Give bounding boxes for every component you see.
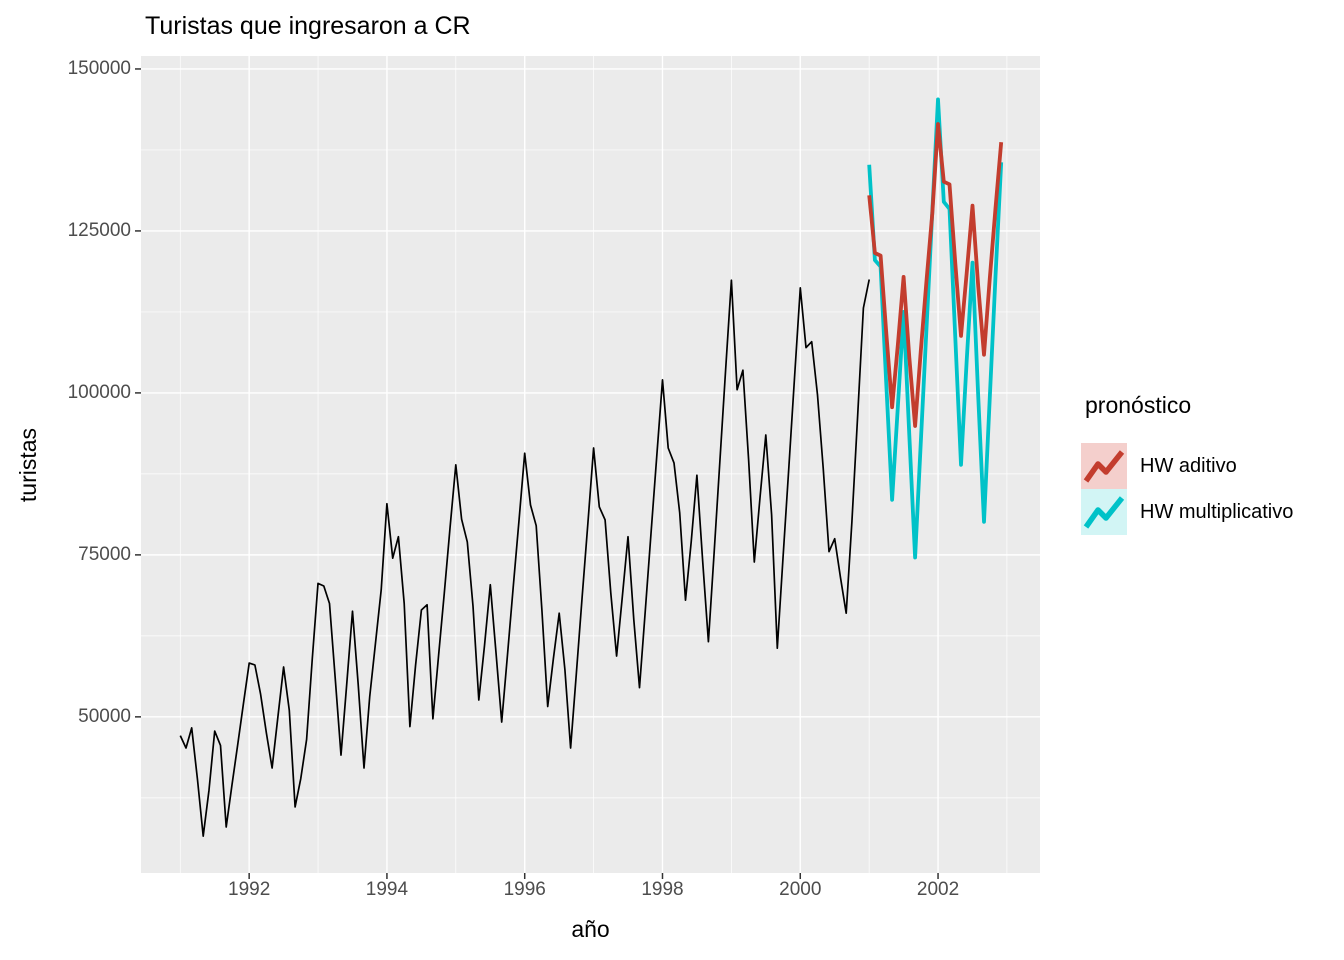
legend-label-hw-aditivo: HW aditivo [1140, 455, 1237, 477]
series-observado-line [179, 279, 871, 837]
panel-background [141, 56, 1040, 873]
series-hw-aditivo-line [867, 122, 1004, 428]
x-axis-title: año [571, 916, 610, 942]
legend-label-hw-multiplicativo: HW multiplicativo [1140, 501, 1294, 523]
hw-multiplicativo-line-icon [1081, 489, 1127, 535]
hw-aditivo-line-icon [1081, 443, 1127, 489]
y-axis-title: turistas [15, 427, 41, 503]
chart-title: Turistas que ingresaron a CR [145, 12, 471, 40]
legend-title: pronóstico [1085, 392, 1192, 418]
